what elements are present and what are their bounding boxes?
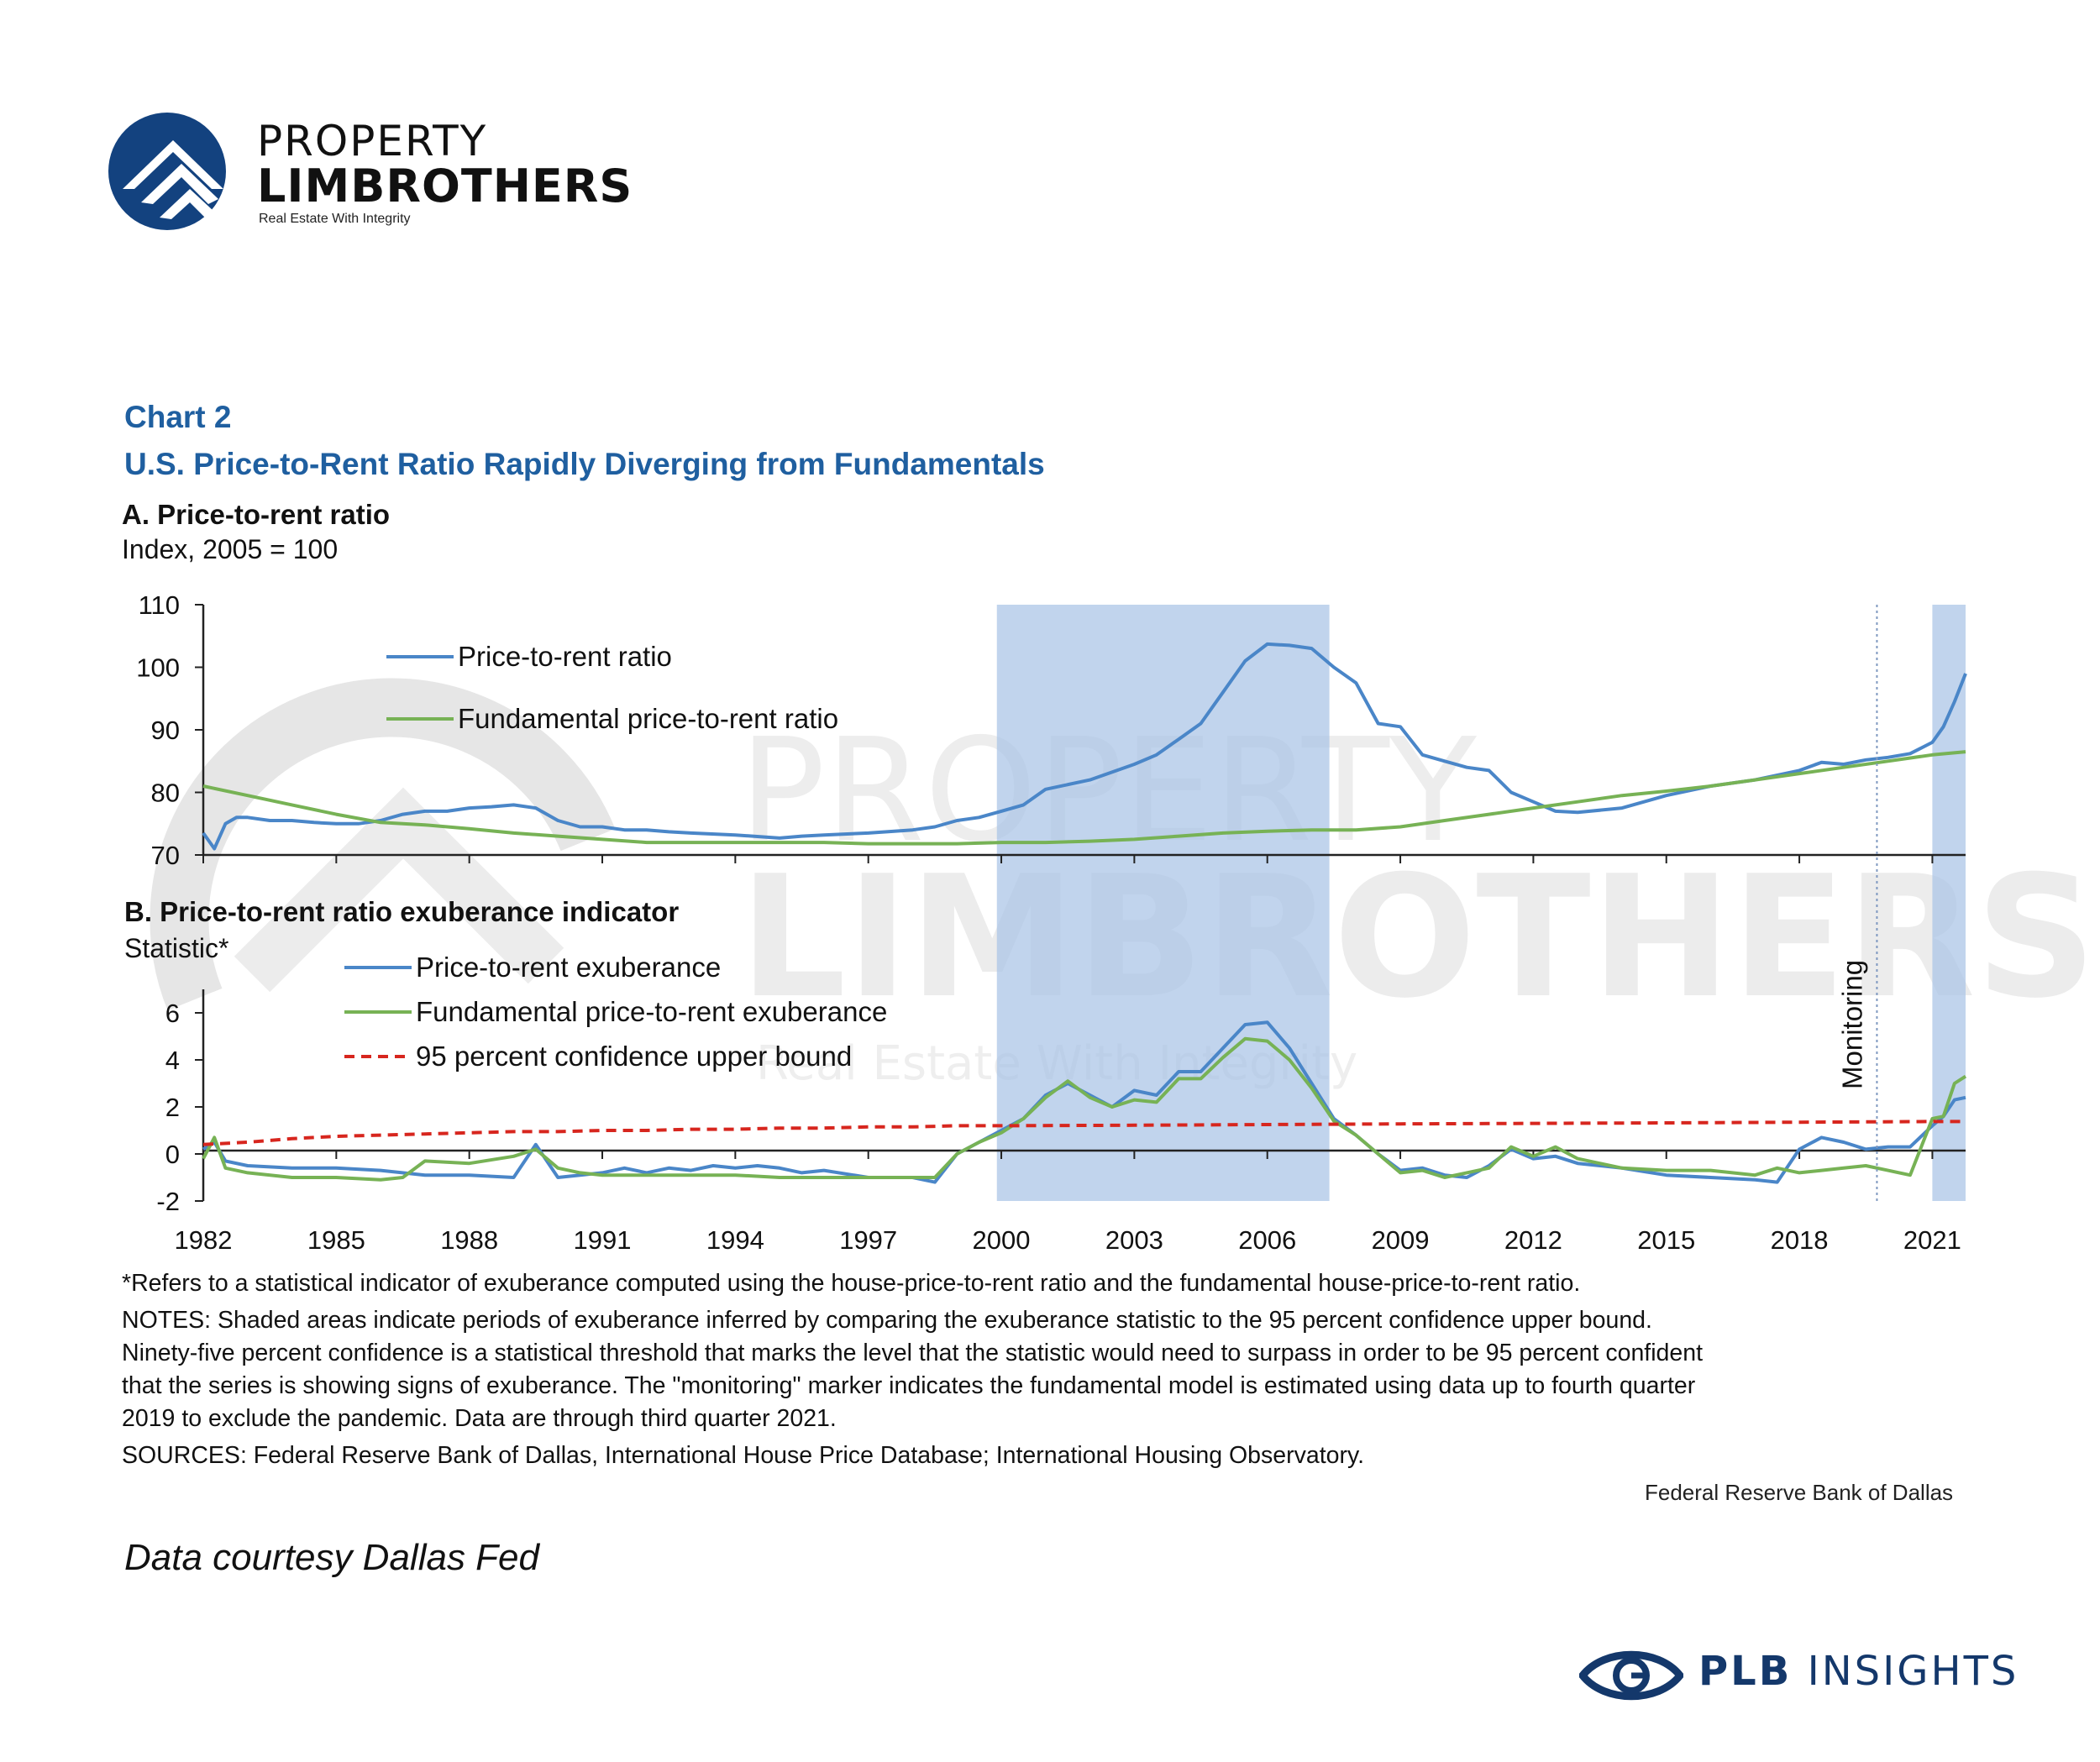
x-tick-label: 2003 — [1105, 1225, 1163, 1255]
sources-line: SOURCES: Federal Reserve Bank of Dallas,… — [122, 1442, 1365, 1469]
x-tick-label: 2012 — [1504, 1225, 1562, 1255]
brand-logo — [108, 113, 226, 230]
brand-name-top: PROPERTY — [257, 117, 488, 165]
notes-line-1: NOTES: Shaded areas indicate periods of … — [122, 1307, 1652, 1334]
legend-label: Fundamental price-to-rent exuberance — [416, 996, 887, 1027]
legend-label: 95 percent confidence upper bound — [416, 1041, 852, 1072]
footnote-asterisk: *Refers to a statistical indicator of ex… — [122, 1270, 1581, 1297]
notes-line-3: that the series is showing signs of exub… — [122, 1372, 1696, 1399]
x-tick-label: 2018 — [1771, 1225, 1829, 1255]
insights-rest: INSIGHTS — [1792, 1648, 2019, 1695]
y-tick-label: 90 — [151, 716, 180, 745]
legend-label: Fundamental price-to-rent ratio — [458, 703, 838, 734]
watermark-arc — [150, 678, 616, 1011]
x-tick-label: 1997 — [839, 1225, 897, 1255]
x-tick-label: 2006 — [1238, 1225, 1296, 1255]
x-tick-label: 1994 — [706, 1225, 764, 1255]
watermark-line2: LIMBROTHERS — [739, 840, 2097, 1036]
chart-number: Chart 2 — [124, 400, 232, 434]
x-tick-label: 1991 — [574, 1225, 632, 1255]
y-tick-label: 2 — [165, 1093, 180, 1122]
insights-bold: PLB — [1698, 1648, 1793, 1695]
legend-label: Price-to-rent exuberance — [416, 952, 721, 983]
eye-icon — [1579, 1650, 1683, 1701]
insights-wordmark: PLB INSIGHTS — [1698, 1648, 2019, 1695]
x-tick-label: 1985 — [307, 1225, 365, 1255]
notes-line-4: 2019 to exclude the pandemic. Data are t… — [122, 1405, 837, 1432]
x-tick-label: 2021 — [1903, 1225, 1961, 1255]
shaded-period-2 — [1932, 605, 1966, 1201]
y-tick-label: 70 — [151, 841, 180, 870]
source-credit: Federal Reserve Bank of Dallas — [1645, 1480, 1954, 1505]
series-line-a-1 — [202, 642, 1967, 851]
x-tick-label: 2009 — [1372, 1225, 1430, 1255]
brand-name-bottom: LIMBROTHERS — [257, 160, 633, 212]
legend-label: Price-to-rent ratio — [458, 641, 672, 672]
notes-line-2: Ninety-five percent confidence is a stat… — [122, 1340, 1704, 1366]
series-line-b-3 — [202, 1120, 1966, 1146]
panel-a-ylabel: Index, 2005 = 100 — [122, 534, 339, 564]
x-tick-label: 2015 — [1637, 1225, 1695, 1255]
y-tick-label: -2 — [156, 1187, 180, 1216]
x-tick-label: 1988 — [440, 1225, 498, 1255]
y-tick-label: 6 — [165, 999, 180, 1028]
chart-title: U.S. Price-to-Rent Ratio Rapidly Divergi… — [124, 447, 1045, 481]
y-tick-label: 4 — [165, 1046, 180, 1075]
panel-a-title: A. Price-to-rent ratio — [122, 499, 391, 530]
panel-b-title: B. Price-to-rent ratio exuberance indica… — [124, 896, 679, 927]
x-tick-label: 2000 — [973, 1225, 1031, 1255]
shaded-period-1 — [996, 605, 1330, 1201]
y-tick-label: 100 — [136, 653, 180, 683]
data-courtesy: Data courtesy Dallas Fed — [124, 1537, 539, 1578]
series-line-a-2 — [202, 750, 1966, 846]
panel-b-ylabel: Statistic* — [124, 933, 228, 963]
y-tick-label: 80 — [151, 779, 180, 808]
series-line-b-1 — [202, 1020, 1966, 1184]
y-tick-label: 110 — [139, 590, 180, 620]
monitoring-label: Monitoring — [1836, 960, 1867, 1089]
x-tick-label: 1982 — [175, 1225, 233, 1255]
series-line-b-2 — [202, 1036, 1967, 1182]
y-tick-label: 0 — [165, 1140, 180, 1169]
brand-tagline: Real Estate With Integrity — [259, 212, 411, 226]
